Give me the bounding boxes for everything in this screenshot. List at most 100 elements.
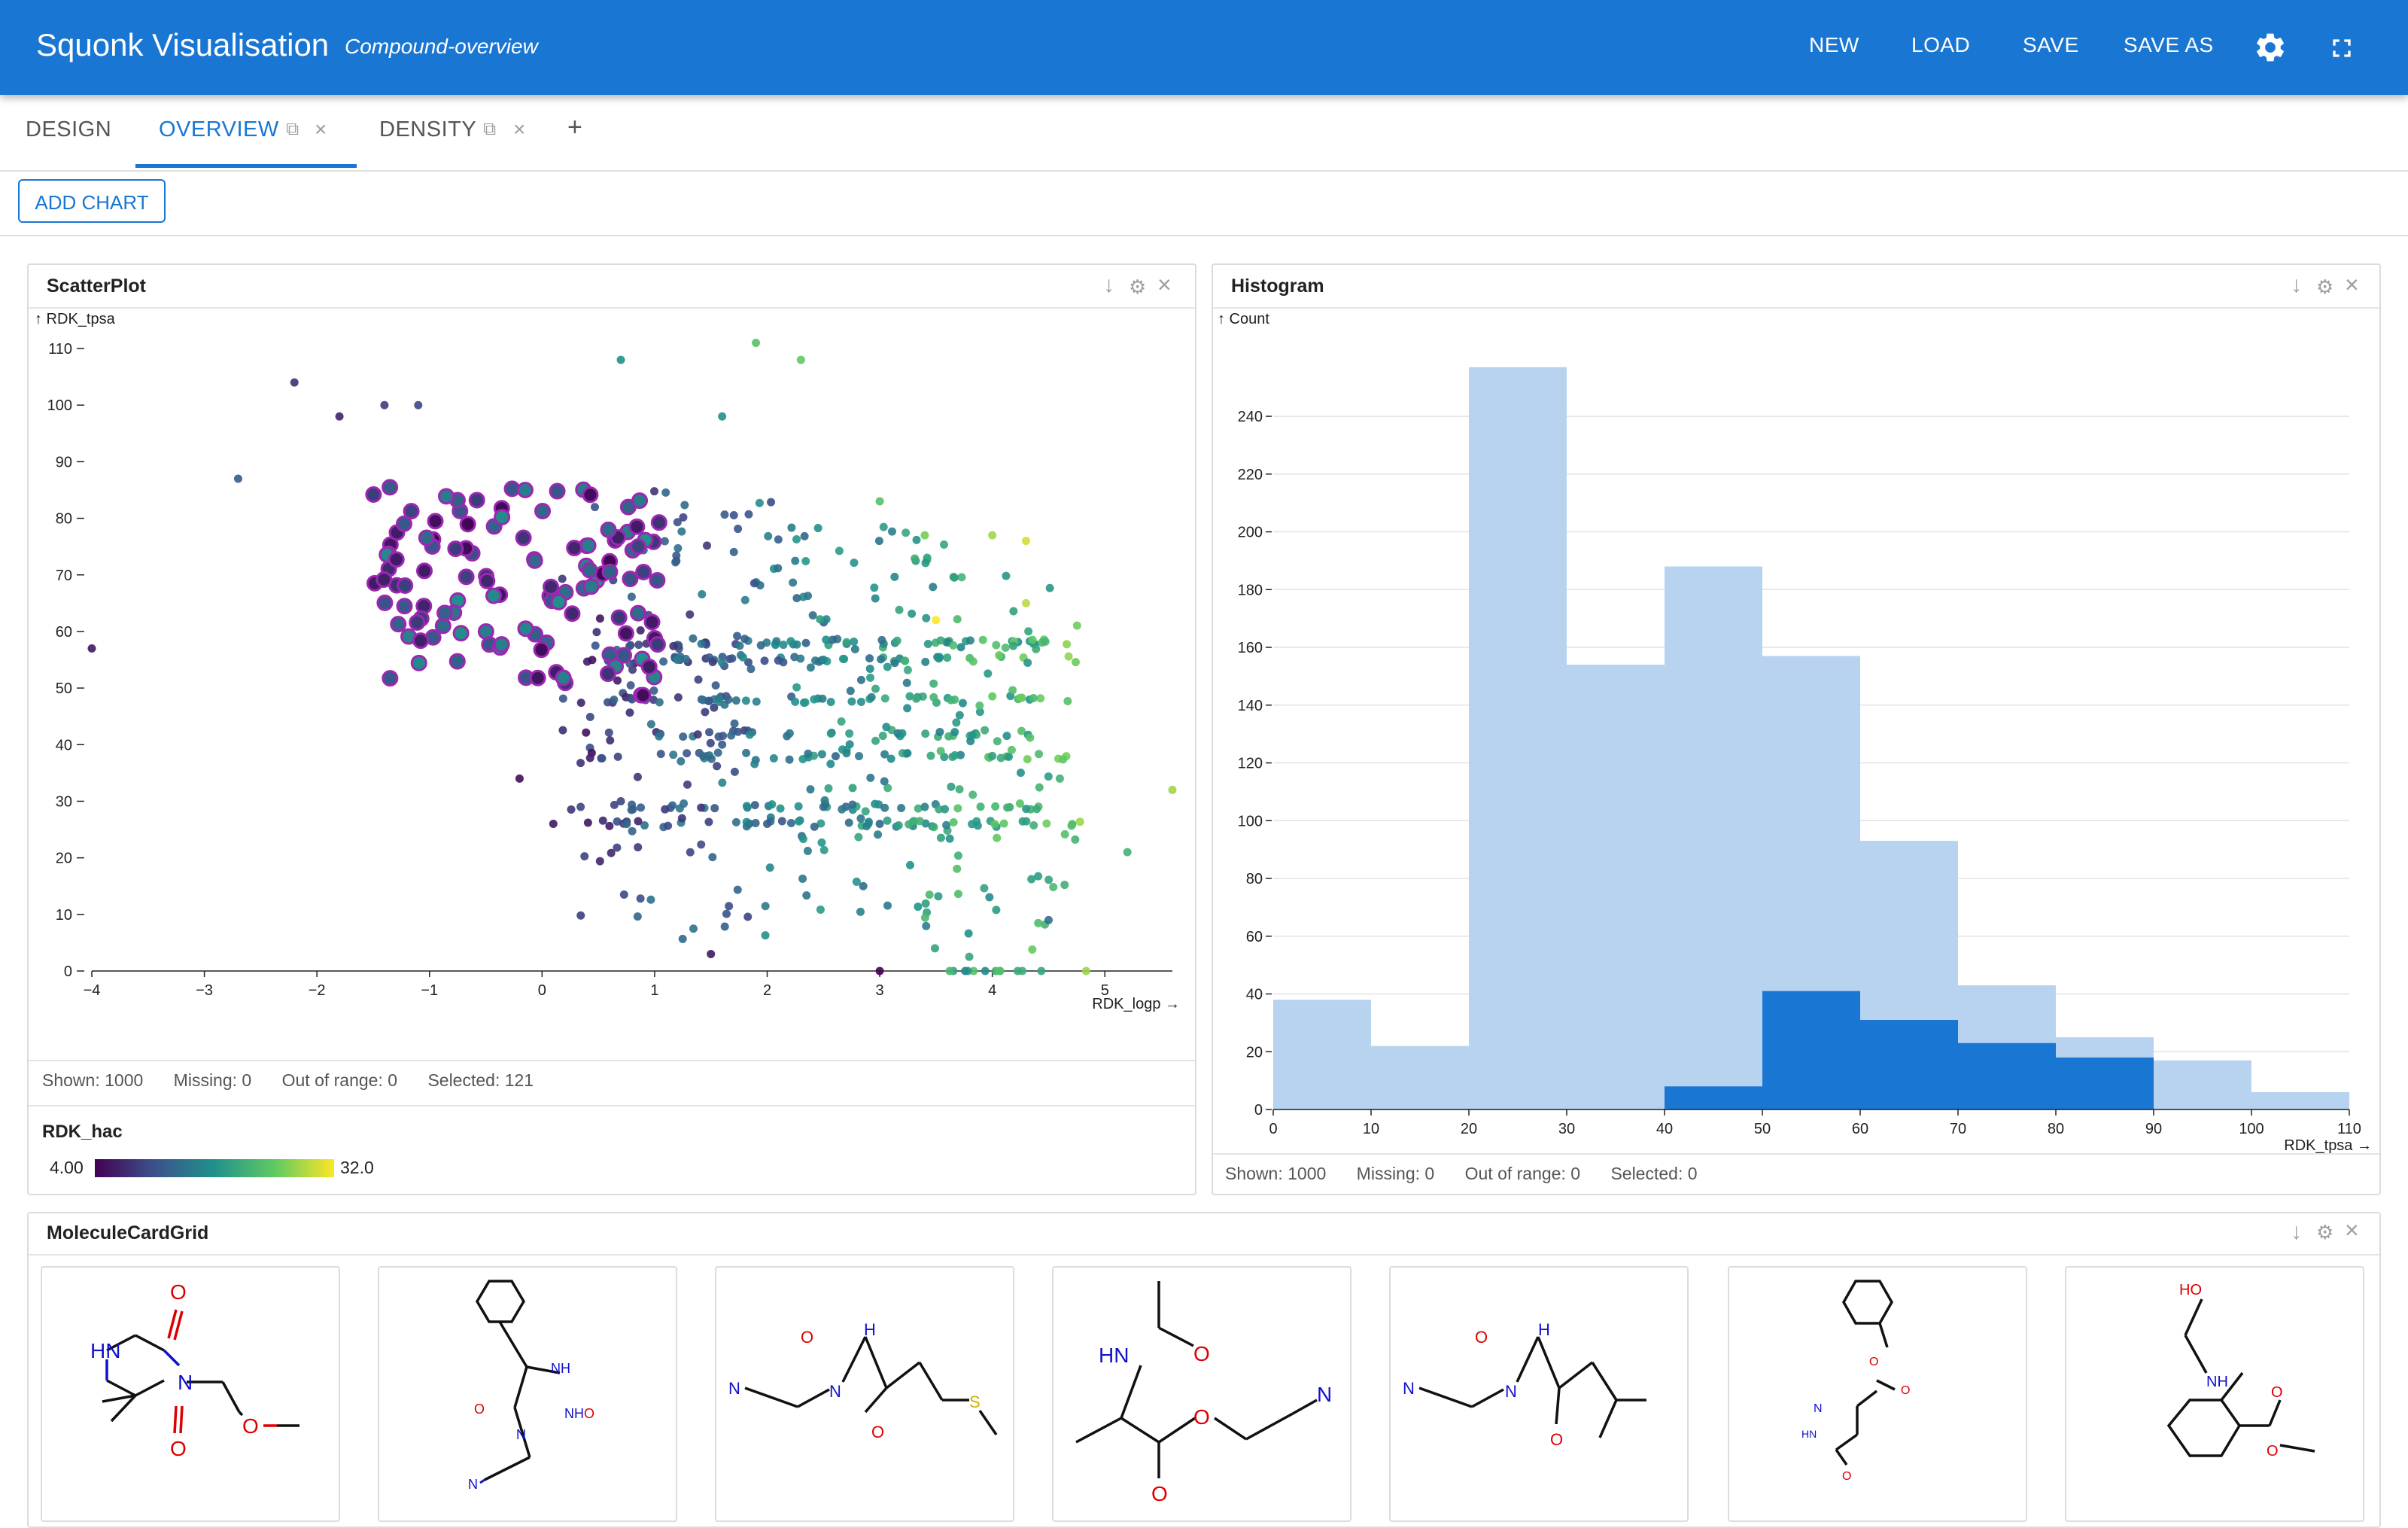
tab-density[interactable]: DENSITY bbox=[379, 117, 477, 142]
scatter-point bbox=[804, 749, 813, 758]
scatter-point bbox=[817, 838, 826, 847]
molecule-card[interactable]: N N H O O bbox=[1389, 1266, 1689, 1522]
add-tab-button[interactable]: + bbox=[567, 113, 583, 142]
svg-text:N: N bbox=[728, 1379, 740, 1398]
scatter-point bbox=[822, 635, 831, 644]
molecule-card[interactable]: HO NH O O bbox=[2065, 1266, 2364, 1522]
scatter-point bbox=[838, 654, 847, 663]
download-arrow-icon[interactable]: ↓ bbox=[1103, 272, 1114, 297]
scatter-point bbox=[725, 902, 734, 911]
scatter-point bbox=[713, 748, 722, 757]
selected-scatter-point bbox=[416, 562, 433, 580]
selected-scatter-point bbox=[649, 571, 666, 589]
scatter-point bbox=[728, 654, 737, 663]
scatter-point bbox=[848, 784, 857, 793]
histogram-bar bbox=[1273, 1000, 1371, 1109]
scatter-point bbox=[1003, 803, 1012, 812]
load-button[interactable]: LOAD bbox=[1911, 33, 1971, 56]
selected-scatter-point bbox=[485, 587, 502, 604]
scatter-point bbox=[993, 737, 1002, 746]
app-bar: Squonk Visualisation Compound-overview N… bbox=[0, 0, 2408, 95]
x-axis-label: RDK_logp → bbox=[1092, 996, 1180, 1012]
selected-scatter-point bbox=[390, 616, 407, 633]
selected-scatter-point bbox=[410, 654, 427, 671]
close-icon[interactable]: × bbox=[1157, 271, 1172, 298]
tab-design[interactable]: DESIGN bbox=[26, 117, 112, 142]
scatter-point bbox=[1004, 752, 1013, 761]
scatter-point bbox=[992, 641, 1001, 650]
download-arrow-icon[interactable]: ↓ bbox=[2291, 272, 2302, 297]
molecule-card[interactable]: O O N HN O bbox=[1728, 1266, 2027, 1522]
scatter-point bbox=[850, 644, 859, 653]
download-arrow-icon[interactable]: ↓ bbox=[2291, 1219, 2302, 1244]
svg-text:N: N bbox=[1317, 1383, 1332, 1406]
scatter-point bbox=[877, 635, 886, 644]
scatter-point bbox=[856, 907, 865, 916]
x-tick-label: 0 bbox=[1269, 1121, 1277, 1137]
tab-bar: DESIGN OVERVIEW ⧉ × DENSITY ⧉ × + bbox=[0, 98, 2408, 172]
scatter-point bbox=[921, 559, 930, 568]
scatter-point bbox=[999, 819, 1008, 828]
scatter-point bbox=[956, 643, 965, 652]
gear-icon[interactable]: ⚙ bbox=[1129, 275, 1147, 298]
gear-icon[interactable] bbox=[2253, 30, 2288, 65]
save-button[interactable]: SAVE bbox=[2023, 33, 2079, 56]
y-tick-label: 120 bbox=[1238, 756, 1263, 772]
scatter-point bbox=[678, 934, 687, 943]
close-icon[interactable]: × bbox=[513, 117, 526, 141]
scatter-point bbox=[1055, 774, 1064, 783]
molecule-structure: O O N HN O bbox=[1801, 1280, 1910, 1483]
scatter-point bbox=[1044, 915, 1053, 924]
scatter-point bbox=[865, 654, 874, 663]
close-icon[interactable]: × bbox=[2345, 1216, 2359, 1243]
scatter-point bbox=[704, 696, 713, 705]
molecule-card[interactable]: N N H O O S bbox=[715, 1266, 1014, 1522]
scatter-point bbox=[791, 697, 800, 706]
scatter-point bbox=[679, 513, 688, 522]
scatter-point bbox=[875, 966, 884, 976]
scatter-point bbox=[991, 802, 1000, 811]
scatter-point bbox=[576, 759, 585, 768]
scatter-point bbox=[923, 640, 932, 649]
scatter-point bbox=[733, 885, 742, 894]
molecule-card[interactable]: HN N O O O bbox=[41, 1266, 340, 1522]
close-icon[interactable]: × bbox=[2345, 271, 2359, 298]
selected-scatter-point bbox=[479, 572, 496, 589]
scatter-point bbox=[87, 644, 96, 653]
histogram-bar-selected bbox=[1665, 1086, 1762, 1109]
scatter-plot[interactable]: −4 −3 −2 −1 0 1 2 3 4 50102030405060708090100110↑… bbox=[29, 309, 1195, 1061]
scatter-point bbox=[854, 832, 863, 842]
scatter-point bbox=[1017, 726, 1026, 735]
tab-overview[interactable]: OVERVIEW bbox=[159, 117, 279, 142]
gear-icon[interactable]: ⚙ bbox=[2316, 1221, 2334, 1243]
save-as-button[interactable]: SAVE AS bbox=[2124, 33, 2214, 56]
scatter-point bbox=[752, 339, 761, 348]
scatter-point bbox=[929, 692, 938, 702]
scatter-point bbox=[718, 412, 727, 421]
scatter-point bbox=[875, 820, 884, 829]
new-button[interactable]: NEW bbox=[1809, 33, 1859, 56]
molecule-card[interactable]: NH NH N O O N bbox=[378, 1266, 677, 1522]
close-icon[interactable]: × bbox=[315, 117, 327, 141]
x-tick-label: 60 bbox=[1852, 1121, 1868, 1137]
scatter-point bbox=[921, 657, 930, 666]
scatter-point bbox=[920, 802, 929, 811]
scatter-point bbox=[922, 613, 931, 622]
scatter-panel: ScatterPlot ↓ ⚙ × −4 −3 −2 −1 0 1 2 3 4 5 0 10 20 30 4… bbox=[27, 263, 1196, 1195]
add-chart-button[interactable]: ADD CHART bbox=[18, 179, 166, 223]
scatter-point bbox=[772, 637, 781, 646]
histogram-chart[interactable]: 0 20 40 60 80 100 120 140 160 180 200 220 240 0 10 20 30… bbox=[1213, 309, 2379, 1153]
molecule-card[interactable]: HN O O O N bbox=[1052, 1266, 1351, 1522]
svg-text:O: O bbox=[170, 1280, 187, 1304]
selected-scatter-point bbox=[630, 604, 647, 622]
scatter-point bbox=[981, 726, 990, 735]
scatter-point bbox=[730, 767, 739, 776]
scatter-point bbox=[755, 498, 764, 507]
gear-icon[interactable]: ⚙ bbox=[2316, 275, 2334, 298]
scatter-point bbox=[988, 531, 997, 540]
popout-icon[interactable]: ⧉ bbox=[483, 119, 497, 139]
popout-icon[interactable]: ⧉ bbox=[286, 119, 299, 139]
scatter-point bbox=[984, 669, 993, 678]
scatter-point bbox=[1026, 733, 1035, 742]
fullscreen-icon[interactable] bbox=[2327, 33, 2357, 63]
